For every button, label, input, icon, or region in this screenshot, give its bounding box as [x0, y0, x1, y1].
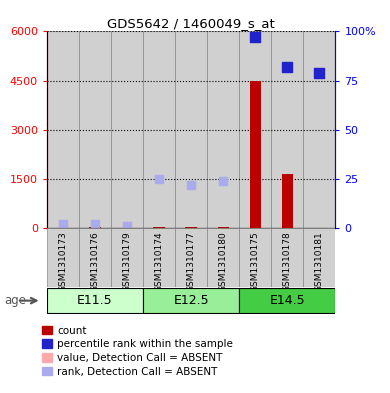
Bar	[303, 31, 335, 228]
FancyBboxPatch shape	[239, 288, 335, 313]
Text: E12.5: E12.5	[173, 294, 209, 307]
FancyBboxPatch shape	[79, 228, 111, 287]
FancyBboxPatch shape	[271, 228, 303, 287]
Bar	[250, 81, 261, 228]
Text: GSM1310179: GSM1310179	[122, 231, 131, 292]
FancyBboxPatch shape	[143, 228, 175, 287]
Text: GSM1310178: GSM1310178	[283, 231, 292, 292]
Point	[60, 222, 66, 228]
FancyBboxPatch shape	[207, 228, 239, 287]
Text: E11.5: E11.5	[77, 294, 113, 307]
Bar	[175, 31, 207, 228]
Point	[188, 182, 194, 188]
Bar	[239, 31, 271, 228]
Bar	[282, 174, 293, 228]
Bar	[207, 31, 239, 228]
Point	[284, 64, 291, 70]
Text: GSM1310174: GSM1310174	[154, 231, 163, 292]
Text: GSM1310176: GSM1310176	[90, 231, 99, 292]
Bar	[47, 31, 79, 228]
FancyBboxPatch shape	[175, 228, 207, 287]
Bar	[79, 31, 111, 228]
Point	[92, 221, 98, 227]
Text: GSM1310173: GSM1310173	[58, 231, 67, 292]
FancyBboxPatch shape	[143, 288, 239, 313]
Point	[124, 223, 130, 229]
Bar	[111, 31, 143, 228]
Text: GSM1310181: GSM1310181	[315, 231, 324, 292]
Bar	[271, 31, 303, 228]
FancyBboxPatch shape	[239, 228, 271, 287]
Point	[124, 223, 130, 230]
Text: GSM1310175: GSM1310175	[251, 231, 260, 292]
Text: age: age	[4, 294, 26, 307]
Bar	[143, 31, 175, 228]
Legend: count, percentile rank within the sample, value, Detection Call = ABSENT, rank, : count, percentile rank within the sample…	[40, 323, 235, 378]
Point	[156, 176, 162, 182]
Title: GDS5642 / 1460049_s_at: GDS5642 / 1460049_s_at	[107, 17, 275, 30]
FancyBboxPatch shape	[47, 288, 143, 313]
FancyBboxPatch shape	[111, 228, 143, 287]
Bar	[153, 227, 165, 228]
Text: GSM1310177: GSM1310177	[186, 231, 196, 292]
Text: GSM1310180: GSM1310180	[219, 231, 228, 292]
Point	[220, 178, 226, 184]
Point	[60, 221, 66, 227]
FancyBboxPatch shape	[47, 228, 79, 287]
Text: E14.5: E14.5	[269, 294, 305, 307]
Point	[252, 34, 258, 40]
Point	[316, 70, 323, 76]
Bar	[89, 227, 101, 228]
FancyBboxPatch shape	[303, 228, 335, 287]
